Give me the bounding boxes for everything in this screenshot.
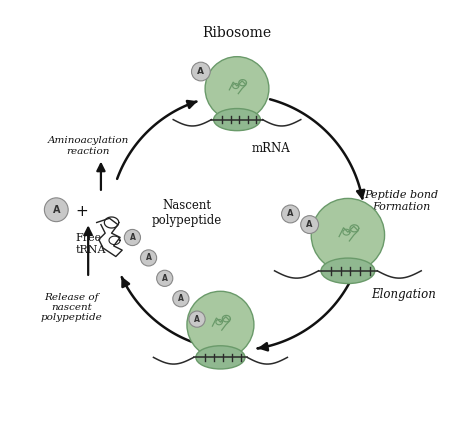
Text: mRNA: mRNA [252, 142, 291, 155]
Text: Release of
nascent
polypeptide: Release of nascent polypeptide [40, 293, 102, 322]
Circle shape [282, 205, 300, 223]
Text: A: A [194, 315, 200, 324]
Circle shape [156, 270, 173, 286]
Circle shape [311, 199, 384, 272]
Circle shape [124, 229, 140, 246]
Circle shape [301, 216, 319, 234]
Ellipse shape [321, 258, 375, 283]
Ellipse shape [196, 346, 245, 369]
Circle shape [191, 62, 210, 81]
Text: A: A [162, 274, 168, 283]
Text: A: A [197, 67, 204, 76]
Text: Aminoacylation
reaction: Aminoacylation reaction [47, 136, 129, 156]
Text: A: A [53, 205, 60, 215]
Circle shape [140, 250, 156, 266]
Circle shape [205, 56, 269, 120]
Text: +: + [75, 205, 88, 220]
Text: A: A [146, 253, 152, 262]
Text: A: A [129, 233, 136, 242]
Circle shape [189, 311, 205, 327]
Text: Nascent
polypeptide: Nascent polypeptide [151, 199, 221, 227]
Circle shape [187, 291, 254, 358]
Text: A: A [287, 209, 294, 218]
Ellipse shape [214, 109, 260, 131]
Text: Peptide bond
Formation: Peptide bond Formation [364, 190, 438, 212]
Text: A: A [178, 294, 184, 303]
Circle shape [45, 198, 68, 222]
Text: A: A [306, 220, 313, 229]
Circle shape [173, 291, 189, 307]
Text: Elongation: Elongation [371, 288, 436, 301]
Text: Free
tRNA: Free tRNA [75, 233, 106, 255]
Text: Ribosome: Ribosome [202, 26, 272, 40]
